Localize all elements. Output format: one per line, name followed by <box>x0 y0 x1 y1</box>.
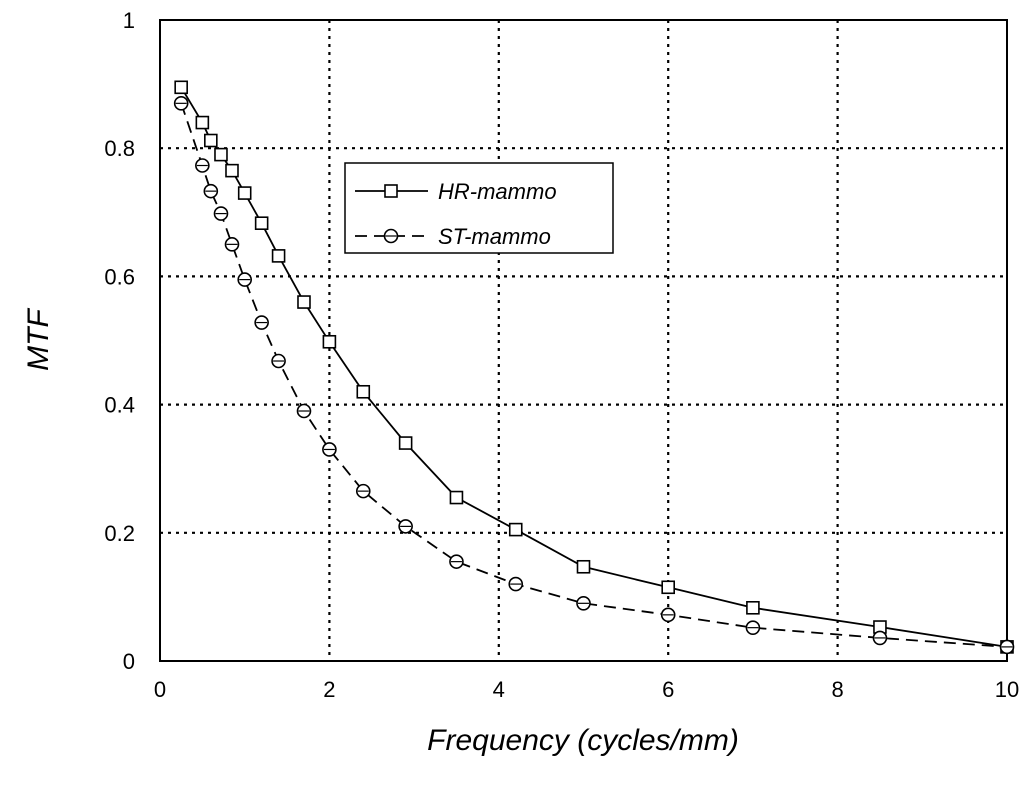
x-tick-label: 4 <box>493 677 505 702</box>
series-layer <box>173 80 1015 655</box>
x-axis-title: Frequency (cycles/mm) <box>427 724 739 757</box>
y-tick-labels: 0 0.2 0.4 0.6 0.8 1 <box>104 8 135 674</box>
legend-label: ST-mammo <box>438 224 551 249</box>
data-point <box>508 522 523 537</box>
data-point <box>449 490 464 505</box>
x-tick-label: 0 <box>154 677 166 702</box>
legend-label: HR-mammo <box>438 179 557 204</box>
data-point <box>398 436 413 450</box>
y-tick-label: 0.8 <box>104 136 135 161</box>
data-point <box>322 334 337 349</box>
data-point <box>356 384 371 399</box>
x-tick-label: 2 <box>323 677 335 702</box>
y-tick-label: 0 <box>123 649 135 674</box>
data-point <box>237 186 252 200</box>
data-point <box>746 600 760 615</box>
x-tick-label: 6 <box>662 677 674 702</box>
y-tick-label: 0.2 <box>104 521 135 546</box>
series-hr-mammo <box>174 80 1014 654</box>
y-axis-title: MTF <box>22 308 55 371</box>
x-tick-label: 8 <box>831 677 843 702</box>
data-point <box>576 559 591 574</box>
legend-entry: ST-mammo <box>355 224 551 249</box>
plot-frame <box>159 19 1008 662</box>
x-tick-labels: 0 2 4 6 8 10 <box>154 677 1019 702</box>
data-point <box>661 580 676 595</box>
data-point <box>297 295 311 309</box>
data-point <box>204 133 218 148</box>
data-point <box>271 249 286 263</box>
y-tick-label: 1 <box>123 8 135 33</box>
legend-entry: HR-mammo <box>355 179 557 204</box>
y-tick-label: 0.6 <box>104 264 135 289</box>
data-point <box>254 216 269 230</box>
x-tick-label: 10 <box>995 677 1019 702</box>
legend-marker <box>384 184 398 198</box>
series-st-mammo <box>173 96 1015 655</box>
data-point <box>214 147 228 162</box>
y-tick-label: 0.4 <box>104 393 135 418</box>
data-point <box>174 80 188 95</box>
legend: HR-mammo ST-mammo <box>344 162 614 254</box>
data-point <box>225 163 239 178</box>
data-point <box>195 115 210 130</box>
